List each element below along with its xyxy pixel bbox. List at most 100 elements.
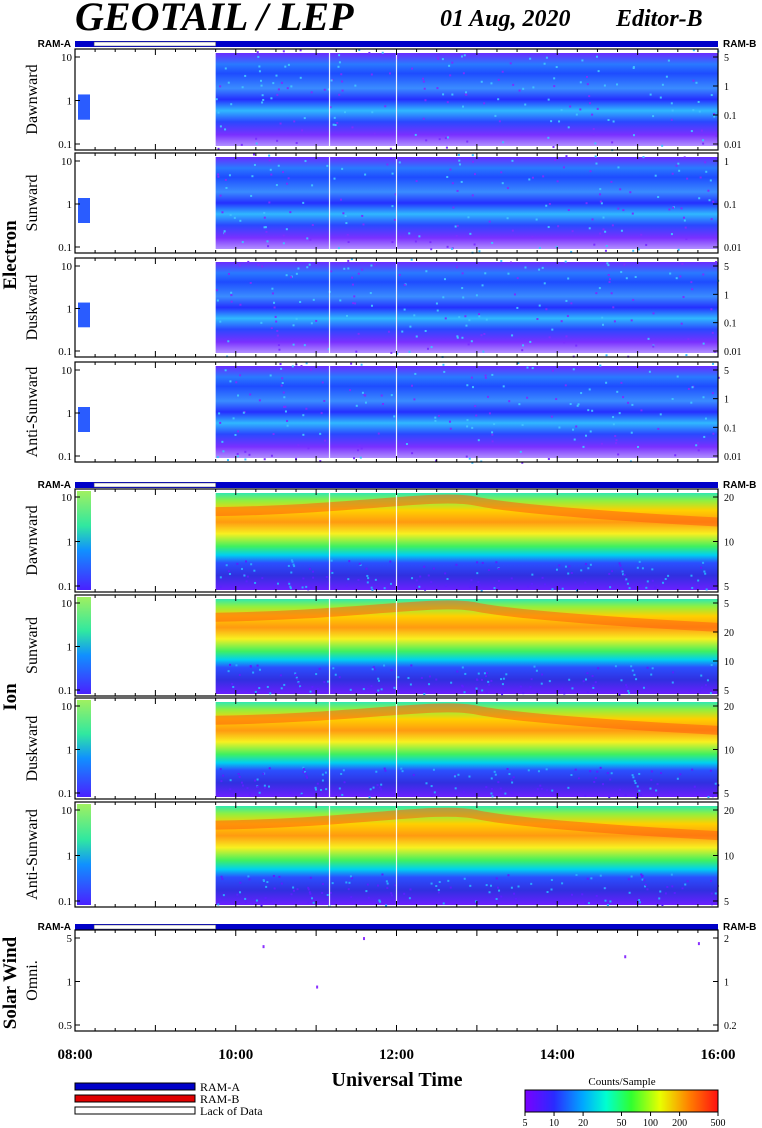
speckle <box>228 174 231 177</box>
speckle <box>273 306 276 309</box>
speckle <box>247 260 250 263</box>
speckle <box>494 773 497 776</box>
speckle <box>567 126 570 129</box>
speckle <box>617 166 620 169</box>
speckle <box>360 447 363 450</box>
speckle <box>326 164 329 167</box>
speckle <box>476 572 479 575</box>
speckle <box>257 263 260 266</box>
speckle <box>458 159 461 162</box>
x-tick-label: 10:00 <box>218 1047 253 1063</box>
speckle <box>219 194 222 197</box>
speckle <box>331 882 334 885</box>
speckle <box>638 772 641 775</box>
y-tick-label: 0.1 <box>58 685 72 697</box>
speckle <box>476 561 479 564</box>
speckle <box>685 238 688 241</box>
speckle <box>555 245 558 248</box>
speckle <box>314 786 317 789</box>
speckle <box>240 143 243 146</box>
speckle <box>632 67 635 70</box>
speckle <box>292 886 295 889</box>
speckle <box>620 381 623 384</box>
speckle <box>670 873 673 876</box>
speckle <box>589 170 592 173</box>
y-tick-label-right: 5 <box>724 897 729 908</box>
speckle <box>256 664 259 667</box>
speckle <box>418 583 421 586</box>
speckle <box>380 688 383 691</box>
speckle <box>260 321 263 324</box>
speckle <box>657 427 660 430</box>
speckle <box>490 82 493 85</box>
speckle <box>571 893 574 896</box>
speckle <box>600 202 603 205</box>
speckle <box>637 445 640 448</box>
speckle <box>635 796 638 799</box>
speckle <box>659 890 662 893</box>
speckle <box>408 350 411 353</box>
speckle <box>625 578 628 581</box>
speckle <box>443 370 446 373</box>
speckle <box>599 193 602 196</box>
speckle <box>343 781 346 784</box>
speckle <box>340 73 343 76</box>
speckle <box>690 574 693 577</box>
speckle <box>631 774 634 777</box>
speckle <box>612 306 615 309</box>
speckle <box>303 344 306 347</box>
speckle <box>490 787 493 790</box>
speckle <box>323 88 326 91</box>
speckle <box>293 889 296 892</box>
sw-point <box>262 945 265 949</box>
speckle <box>571 230 574 233</box>
speckle <box>321 779 324 782</box>
speckle <box>495 561 498 564</box>
speckle <box>529 340 532 343</box>
speckle <box>344 111 347 114</box>
speckle <box>367 577 370 580</box>
speckle <box>604 230 607 233</box>
speckle <box>301 794 304 797</box>
y-tick-label: 10 <box>61 805 73 817</box>
speckle <box>686 177 689 180</box>
speckle <box>385 904 388 907</box>
speckle <box>473 173 476 176</box>
speckle <box>563 692 566 695</box>
y-tick-label: 10 <box>61 598 73 610</box>
speckle <box>333 177 336 180</box>
speckle <box>330 79 333 82</box>
speckle <box>595 162 598 165</box>
speckle <box>312 570 315 573</box>
x-tick-label: 16:00 <box>701 1047 736 1063</box>
speckle <box>630 431 633 434</box>
sw-point <box>316 985 319 989</box>
speckle <box>511 229 514 232</box>
speckle <box>489 884 492 887</box>
speckle <box>594 155 597 158</box>
speckle <box>219 768 222 771</box>
speckle <box>659 772 662 775</box>
group-label-ion: Ion <box>0 683 21 711</box>
speckle <box>261 577 264 580</box>
speckle <box>275 184 278 187</box>
speckle <box>595 292 598 295</box>
speckle <box>316 782 319 785</box>
speckle <box>329 106 332 109</box>
speckle <box>347 578 350 581</box>
speckle <box>355 350 358 353</box>
speckle <box>622 573 625 576</box>
y-tick-label: 10 <box>61 261 73 273</box>
speckle <box>497 579 500 582</box>
y-tick-label: 0.1 <box>58 896 72 908</box>
speckle <box>642 156 645 159</box>
speckle <box>445 146 448 149</box>
speckle <box>551 588 554 591</box>
speckle <box>498 889 501 892</box>
speckle <box>627 401 630 404</box>
speckle <box>456 335 459 338</box>
y-tick-label: 10 <box>61 52 73 64</box>
speckle <box>312 900 315 903</box>
speckle <box>373 263 376 266</box>
speckle <box>302 433 305 436</box>
